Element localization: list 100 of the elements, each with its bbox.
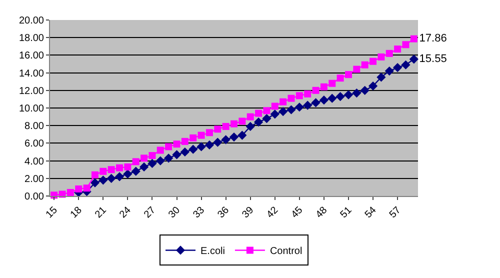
point xyxy=(360,86,370,95)
point xyxy=(165,143,172,150)
point xyxy=(238,130,247,140)
point xyxy=(190,134,197,142)
point xyxy=(378,53,385,60)
point xyxy=(140,154,148,162)
point xyxy=(229,132,239,142)
legend-label: Control xyxy=(270,246,302,258)
x-tick-label: 42 xyxy=(264,204,281,221)
point xyxy=(131,166,140,176)
x-tick-label: 45 xyxy=(289,204,306,221)
x-tick-label: 21 xyxy=(93,204,110,221)
point xyxy=(386,50,393,57)
y-tick-label: 16.00 xyxy=(18,50,44,62)
y-tick-label: 6.00 xyxy=(24,138,44,150)
y-tick-label: 0.00 xyxy=(24,192,44,202)
point xyxy=(393,62,402,72)
point xyxy=(270,110,280,119)
point xyxy=(336,92,345,102)
y-tick-label: 2.00 xyxy=(24,174,44,185)
point xyxy=(116,164,124,172)
point xyxy=(384,66,394,76)
point xyxy=(188,144,198,154)
point xyxy=(370,58,377,65)
x-tick-label: 48 xyxy=(314,204,330,221)
x-tick-label: 33 xyxy=(191,204,208,221)
x-tick-label: 36 xyxy=(216,204,232,221)
point xyxy=(246,113,254,120)
point xyxy=(180,147,190,157)
point xyxy=(108,166,115,174)
point xyxy=(139,162,149,172)
point xyxy=(361,61,368,68)
data-label: 17.86 xyxy=(419,32,447,45)
point xyxy=(320,83,328,90)
point xyxy=(148,158,157,168)
point xyxy=(206,129,213,136)
x-tick-label: 51 xyxy=(338,204,354,221)
point xyxy=(148,152,156,160)
point xyxy=(156,156,165,166)
point xyxy=(344,90,354,100)
point xyxy=(278,106,288,116)
point xyxy=(394,46,402,53)
point xyxy=(409,54,418,64)
point xyxy=(263,107,270,114)
point xyxy=(213,138,222,147)
point xyxy=(262,114,272,124)
y-tick-label: 4.00 xyxy=(24,156,44,168)
point xyxy=(376,72,386,82)
point xyxy=(230,120,238,128)
x-tick-label: 27 xyxy=(142,204,158,221)
point xyxy=(311,98,320,108)
point xyxy=(91,171,98,178)
point xyxy=(246,122,255,132)
x-tick-label: 30 xyxy=(166,204,183,221)
point xyxy=(114,172,124,182)
point xyxy=(286,105,296,114)
point xyxy=(294,102,304,112)
point xyxy=(100,168,107,175)
point xyxy=(304,90,312,98)
point xyxy=(83,184,90,192)
legend-label: E.coli xyxy=(200,246,225,258)
y-tick-label: 8.00 xyxy=(24,121,44,132)
point xyxy=(106,174,116,183)
x-tick-label: 54 xyxy=(363,204,379,221)
point xyxy=(98,176,108,185)
x-tick-label: 57 xyxy=(388,204,404,221)
point xyxy=(401,60,410,70)
point xyxy=(402,41,410,48)
y-tick-label: 12.00 xyxy=(18,86,44,97)
point xyxy=(344,71,352,78)
point xyxy=(312,86,320,94)
point xyxy=(410,35,418,42)
point xyxy=(303,100,312,110)
point xyxy=(328,94,337,103)
point xyxy=(353,66,360,73)
point xyxy=(222,122,230,130)
point xyxy=(198,132,205,139)
point xyxy=(238,118,246,125)
y-tick-label: 18.00 xyxy=(18,33,44,44)
point xyxy=(352,88,362,98)
point xyxy=(368,81,378,91)
point xyxy=(164,154,174,163)
y-tick-label: 10.00 xyxy=(18,104,44,114)
point xyxy=(181,138,188,145)
point xyxy=(254,118,264,127)
x-tick-label: 18 xyxy=(68,204,85,221)
point xyxy=(271,102,278,110)
y-tick-label: 14.00 xyxy=(18,68,44,80)
point xyxy=(204,140,214,150)
point xyxy=(172,150,182,160)
point xyxy=(132,158,140,166)
point xyxy=(66,188,74,196)
point xyxy=(221,135,230,144)
point xyxy=(288,94,295,102)
point xyxy=(336,74,344,82)
point xyxy=(328,80,336,87)
point xyxy=(319,96,329,105)
x-tick-label: 24 xyxy=(118,204,134,221)
point xyxy=(75,185,82,192)
x-tick-label: 15 xyxy=(44,204,60,221)
